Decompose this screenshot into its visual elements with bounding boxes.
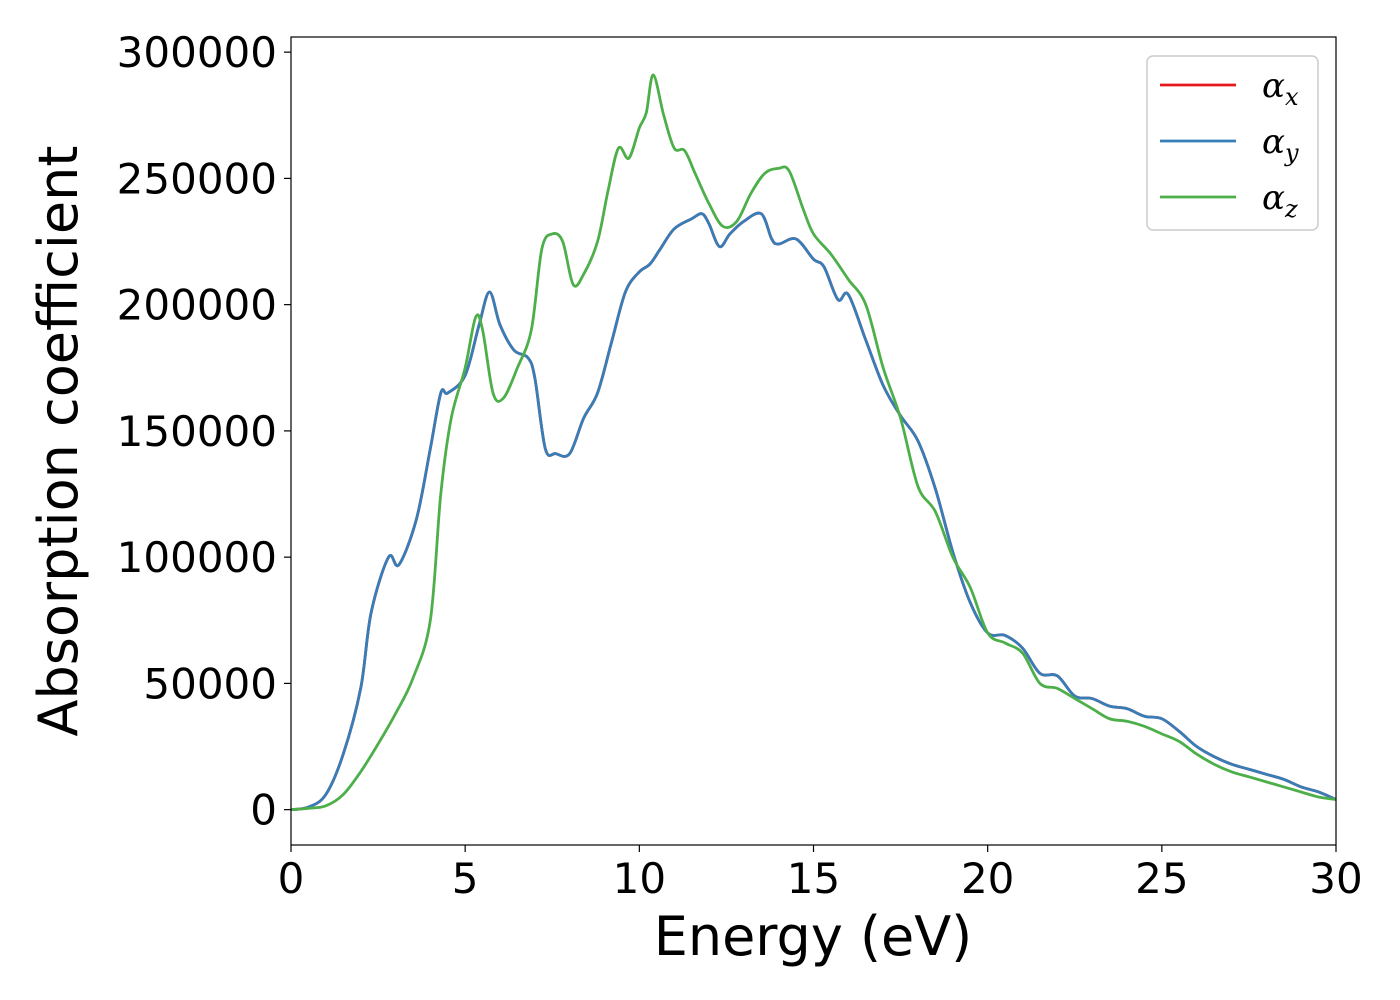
y-axis-title: Absorption coefficient [27, 146, 90, 737]
x-tick-label: 0 [278, 854, 305, 903]
series-line-alpha-z [290, 73, 1337, 812]
legend-frame [1146, 55, 1319, 231]
legend-label-alpha-y: αy [1262, 122, 1299, 167]
y-tick-label: 200000 [117, 281, 277, 330]
y-tick-label: 250000 [117, 154, 277, 203]
x-tick-label: 15 [787, 854, 840, 903]
x-tick-label: 25 [1135, 854, 1188, 903]
x-tick-label: 10 [613, 854, 666, 903]
y-tick-label: 50000 [143, 659, 277, 708]
x-tick-label: 20 [961, 854, 1014, 903]
legend-label-alpha-z: αz [1262, 178, 1298, 223]
x-axis: 0 5 10 15 20 25 30 [278, 845, 1363, 903]
legend: αx αy αz [1146, 55, 1319, 231]
x-tick-label: 5 [452, 854, 479, 903]
legend-label-alpha-x: αx [1262, 66, 1299, 111]
series-line-alpha-x [290, 211, 1337, 812]
plot-lines [290, 73, 1337, 812]
y-tick-label: 150000 [117, 407, 277, 456]
x-axis-title: Energy (eV) [654, 905, 973, 968]
y-tick-label: 100000 [117, 533, 277, 582]
x-tick-label: 30 [1309, 854, 1362, 903]
y-tick-label: 300000 [117, 28, 277, 77]
y-axis: 0 50000 100000 150000 200000 250000 300000 [117, 28, 291, 835]
series-line-alpha-y [290, 211, 1337, 812]
y-tick-label: 0 [250, 786, 277, 835]
